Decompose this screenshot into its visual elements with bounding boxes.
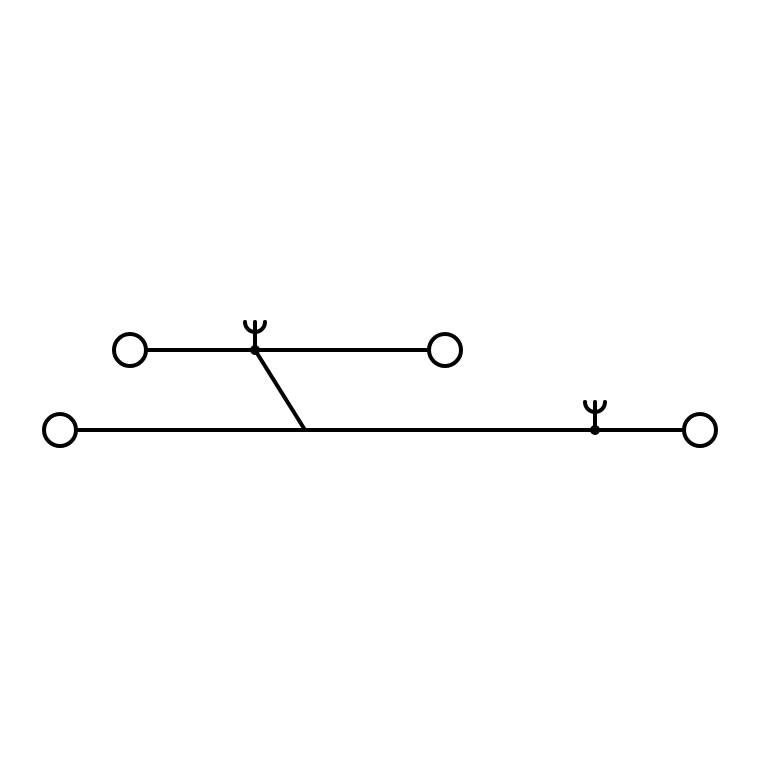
terminal-bottom-left xyxy=(44,414,76,446)
terminal-top-right xyxy=(429,334,461,366)
bridge xyxy=(255,350,305,430)
schematic-diagram xyxy=(0,0,768,768)
terminal-top-left xyxy=(114,334,146,366)
terminal-bottom-right xyxy=(684,414,716,446)
